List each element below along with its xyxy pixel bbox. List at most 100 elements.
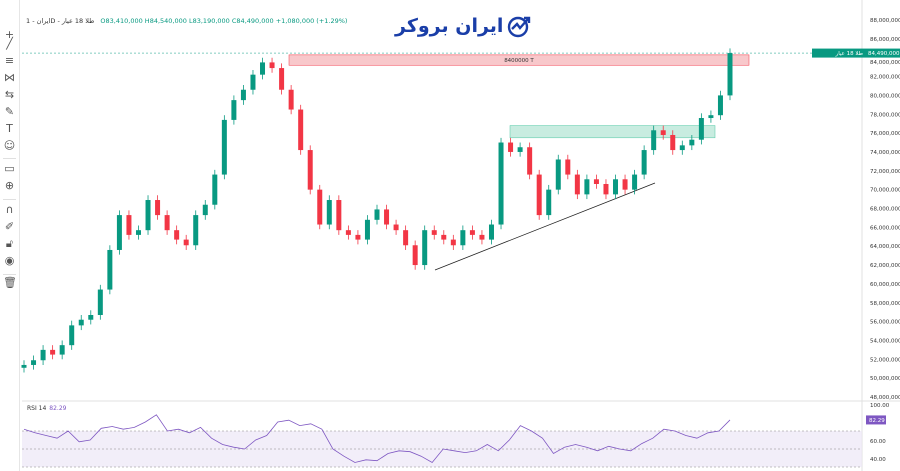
symbol-title: ایران - 1D - طلا 18 عیار — [26, 17, 95, 25]
toolbar-divider — [3, 274, 16, 275]
candle — [50, 349, 56, 355]
ascending-trendline — [434, 182, 656, 271]
candle — [632, 174, 638, 190]
candle — [260, 62, 266, 75]
candle — [174, 230, 180, 240]
text-icon[interactable]: T — [6, 122, 13, 135]
candle — [298, 109, 304, 151]
candle — [107, 249, 113, 290]
candle — [250, 74, 256, 90]
trend-line-icon[interactable]: ╱ — [6, 37, 13, 50]
y-tick-label: 52,000,000 — [870, 357, 900, 363]
magnet-icon[interactable]: ∩ — [5, 203, 14, 216]
eye-icon[interactable]: ◉ — [4, 254, 15, 267]
candle — [555, 159, 561, 190]
candle — [622, 179, 628, 190]
emoji-icon[interactable]: ☺ — [3, 139, 16, 152]
ruler-icon[interactable]: ▭ — [4, 162, 15, 175]
candle — [345, 230, 351, 235]
candle — [183, 239, 189, 246]
candle — [116, 215, 122, 250]
last-price-tag: طلا 18 عیار — [835, 51, 863, 57]
candle — [31, 360, 37, 365]
candle — [155, 200, 161, 216]
last-price-label: 84,490,000 — [868, 51, 900, 57]
candle — [679, 145, 685, 151]
candle — [317, 189, 323, 225]
candle — [240, 89, 246, 101]
y-tick-label: 62,000,000 — [870, 263, 900, 269]
drawing-toolbar: + ╱ ≡ ⋈ ⇆ ✎ T ☺ ▭ ⊕ ∩ ✐ 🔓︎ ◉ 🗑︎ — [0, 0, 20, 471]
candle — [641, 150, 647, 175]
candle — [202, 204, 208, 216]
candle — [574, 174, 580, 195]
candle — [565, 159, 571, 175]
candle — [69, 325, 75, 346]
candle — [135, 230, 141, 235]
candle — [374, 209, 380, 220]
candle — [78, 319, 84, 326]
candle — [384, 209, 390, 225]
candle — [479, 234, 485, 240]
candle — [403, 230, 409, 246]
lock-drawing-icon[interactable]: ✐ — [4, 220, 15, 233]
candle — [59, 345, 65, 355]
lock-icon[interactable]: 🔓︎ — [5, 237, 14, 250]
candle — [193, 215, 199, 246]
candle — [422, 230, 428, 266]
rsi-value-label: 82.29 — [869, 418, 885, 424]
candle — [279, 68, 285, 90]
candle — [708, 115, 714, 119]
y-tick-label: 68,000,000 — [870, 207, 900, 213]
last-price-badge — [812, 48, 900, 58]
candle — [603, 183, 609, 195]
logo-chart-icon — [508, 16, 531, 38]
rsi-tick-label: 100.00 — [870, 403, 890, 409]
rsi-value: 82.29 — [49, 405, 67, 412]
y-tick-label: 70,000,000 — [870, 188, 900, 194]
candle — [326, 200, 332, 225]
pattern-icon[interactable]: ⋈ — [4, 71, 15, 84]
candle — [508, 142, 514, 152]
toolbar-divider — [3, 158, 16, 159]
y-tick-label: 86,000,000 — [870, 37, 900, 43]
candle — [469, 230, 475, 235]
resistance-zone-label: 8400000 T — [504, 58, 534, 64]
candle — [307, 150, 313, 190]
candle — [412, 245, 418, 266]
candle — [689, 139, 695, 146]
candle — [97, 289, 103, 316]
candle — [670, 134, 676, 151]
y-tick-label: 78,000,000 — [870, 112, 900, 118]
crosshair-icon[interactable]: + — [4, 28, 15, 41]
candle — [88, 315, 94, 320]
y-tick-label: 64,000,000 — [870, 244, 900, 250]
zoom-in-icon[interactable]: ⊕ — [4, 179, 15, 192]
y-tick-label: 50,000,000 — [870, 376, 900, 382]
candle — [164, 215, 170, 231]
rsi-tick-label: 40.00 — [870, 457, 886, 463]
candle — [21, 364, 27, 368]
rsi-title: RSI 14 — [27, 405, 47, 412]
y-tick-label: 82,000,000 — [870, 75, 900, 81]
candle — [355, 234, 361, 240]
trash-icon[interactable]: 🗑︎ — [3, 276, 17, 289]
candle — [231, 100, 237, 120]
rsi-line — [23, 414, 731, 464]
candle — [221, 119, 227, 175]
measure-icon[interactable]: ⇆ — [4, 88, 15, 101]
candle — [269, 62, 275, 69]
candle — [126, 215, 132, 235]
y-tick-label: 54,000,000 — [870, 338, 900, 344]
y-tick-label: 80,000,000 — [870, 93, 900, 99]
candle — [584, 179, 590, 195]
candle — [717, 95, 723, 116]
candle — [613, 179, 619, 195]
y-tick-label: 48,000,000 — [870, 395, 900, 401]
candle — [288, 89, 294, 110]
candle — [364, 219, 370, 240]
toolbar-divider — [3, 199, 16, 200]
fib-retracement-icon[interactable]: ≡ — [4, 54, 15, 67]
brush-icon[interactable]: ✎ — [4, 105, 15, 118]
